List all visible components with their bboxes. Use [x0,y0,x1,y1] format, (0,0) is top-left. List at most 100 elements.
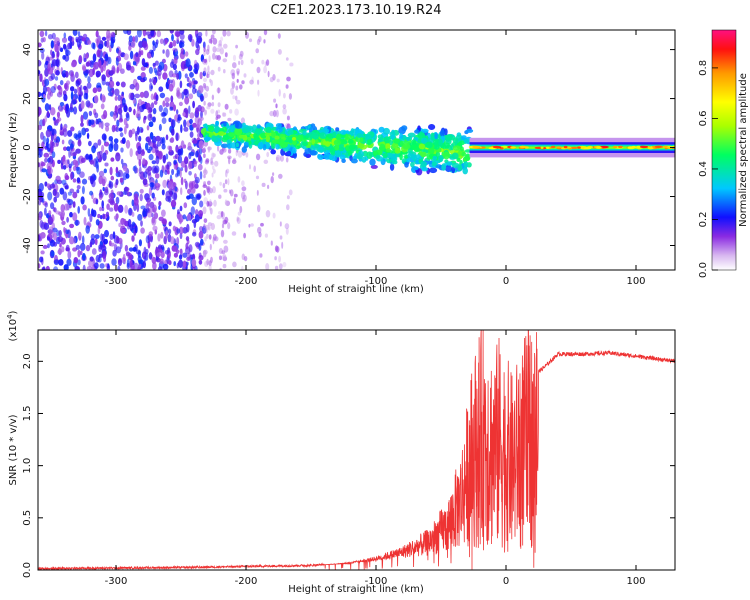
signal-blob [203,136,211,142]
noise-blob [66,109,71,118]
noise-blob [170,137,175,143]
noise-blob [51,32,56,40]
sparse-noise-blob [209,188,213,194]
sparse-noise-blob [203,50,206,57]
sparse-noise-blob [208,55,211,63]
signal-blob [309,150,317,156]
noise-blob [198,153,201,163]
carrier-peak [596,146,602,149]
noise-blob [129,83,135,90]
carrier-peak [545,146,550,149]
sparse-noise-blob [230,69,236,76]
noise-blob [192,231,197,237]
noise-blob [152,135,157,145]
noise-blob [159,169,164,178]
x-tick-label: -100 [365,276,388,287]
noise-blob [73,237,76,244]
sparse-noise-blob [250,58,254,65]
noise-blob [40,162,46,167]
noise-blob [66,146,71,152]
noise-blob [48,226,54,231]
noise-blob [175,132,179,142]
signal-blob [461,135,467,141]
noise-blob [142,76,148,82]
sparse-noise-blob [211,94,215,101]
sparse-noise-blob [221,223,225,229]
signal-blob [383,136,390,141]
noise-blob [139,91,145,98]
noise-blob [138,239,142,247]
sparse-noise-blob [228,156,231,165]
noise-blob [49,230,55,239]
sparse-noise-blob [203,153,206,158]
y-tick-label: 0.0 [22,562,33,578]
noise-blob [167,181,173,190]
sparse-noise-blob [269,110,274,117]
sparse-noise-blob [228,189,232,194]
sparse-noise-blob [239,50,244,57]
sparse-noise-blob [207,146,211,153]
signal-blob [414,129,420,134]
noise-blob [140,128,144,133]
sparse-noise-blob [236,216,239,222]
signal-blob [438,138,443,146]
noise-blob [121,137,126,145]
noise-blob [89,190,94,196]
noise-blob [162,100,166,107]
sparse-noise-blob [263,65,267,74]
noise-blob [53,207,57,213]
noise-blob [183,126,189,132]
noise-blob [53,196,57,203]
noise-blob [58,86,63,95]
signal-blob [350,158,358,164]
noise-blob [39,73,43,82]
noise-blob [158,200,162,207]
carrier-peak [583,147,592,150]
noise-blob [60,123,63,131]
noise-blob [75,80,80,87]
noise-blob [100,120,104,130]
noise-blob [89,213,93,223]
noise-blob [45,141,49,149]
noise-blob [82,264,86,270]
signal-blob [411,139,417,145]
sparse-noise-blob [263,159,269,164]
signal-blob [429,167,438,174]
noise-blob [112,249,117,257]
sparse-noise-blob [212,30,216,35]
noise-blob [194,183,199,189]
sparse-noise-blob [282,261,287,268]
noise-blob [147,136,151,142]
sparse-noise-blob [224,52,228,58]
snr-series-line [38,330,675,570]
noise-blob [115,246,122,254]
noise-blob [90,176,94,185]
noise-blob [189,118,193,125]
signal-blob [420,151,427,158]
sparse-noise-blob [276,78,280,83]
noise-blob [162,263,169,270]
carrier-peak [555,146,562,149]
signal-blob [235,142,240,148]
sparse-noise-blob [242,197,246,203]
noise-blob [86,132,90,139]
signal-blob [428,124,436,130]
noise-blob [94,238,98,246]
noise-blob [49,145,54,154]
noise-blob [124,125,127,135]
sparse-noise-blob [206,186,211,191]
noise-blob [151,116,156,123]
sparse-noise-blob [218,255,223,261]
signal-blob [399,152,403,161]
noise-blob [99,263,105,269]
noise-blob [196,194,201,201]
signal-blob [339,154,346,160]
noise-blob [188,244,193,253]
spectrogram-x-label: Height of straight line (km) [288,284,424,295]
noise-blob [72,212,78,222]
noise-blob [76,85,80,94]
signal-blob [241,122,246,128]
noise-blob [97,152,100,160]
sparse-noise-blob [208,264,212,270]
sparse-noise-blob [220,210,224,218]
